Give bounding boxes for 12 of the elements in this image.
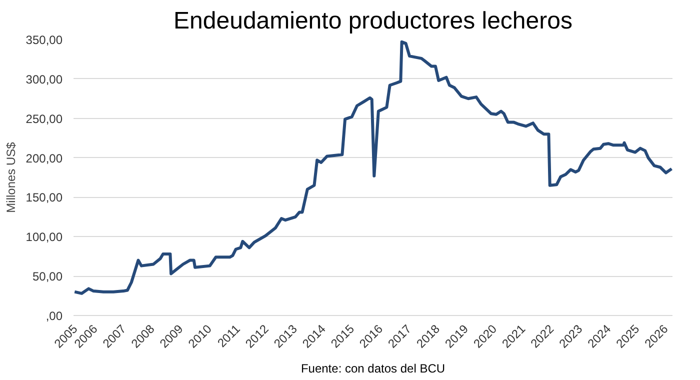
- y-tick-label: 50,00: [32, 270, 63, 284]
- y-tick-label: ,00: [46, 309, 63, 323]
- chart-title: Endeudamiento productores lecheros: [174, 8, 572, 34]
- line-series: [74, 40, 672, 295]
- y-tick-label: 150,00: [26, 190, 63, 205]
- y-tick-label: 100,00: [26, 230, 63, 244]
- y-tick-label: 200,00: [26, 151, 63, 166]
- y-tick-label: 350,00: [26, 33, 63, 47]
- source-note: Fuente: con datos del BCU: [300, 362, 446, 376]
- y-axis-title: Millones US$: [4, 142, 18, 213]
- y-tick-label: 300,00: [26, 72, 63, 86]
- y-tick-label: 250,00: [26, 112, 63, 126]
